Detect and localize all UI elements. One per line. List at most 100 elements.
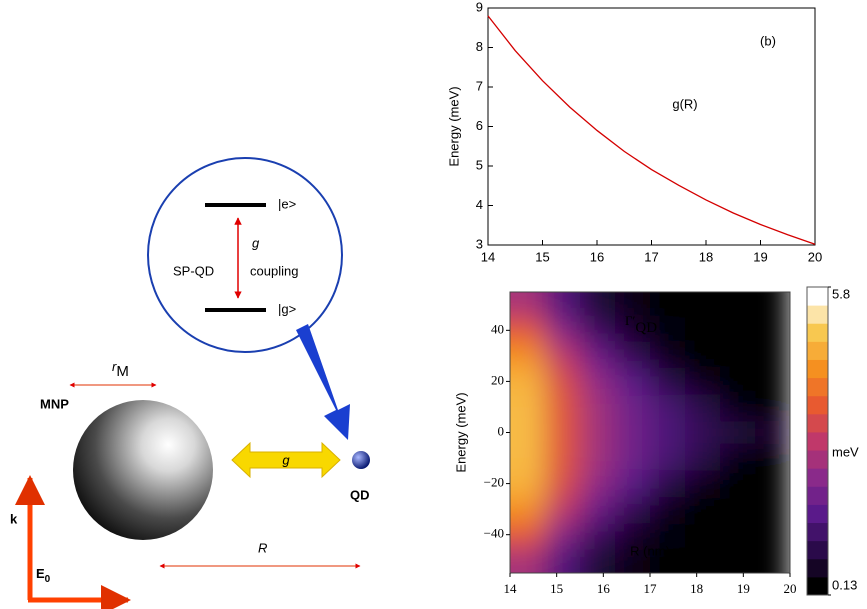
heat-cell xyxy=(685,317,721,345)
heat-cell xyxy=(720,547,756,573)
heat-cell xyxy=(510,521,546,549)
heat-cell xyxy=(685,368,721,396)
x-tick-label: 16 xyxy=(590,249,604,264)
heat-cell xyxy=(615,394,651,421)
colorbar-band xyxy=(807,558,828,578)
colorbar-band xyxy=(807,522,828,542)
heat-cell xyxy=(615,317,651,345)
mnp-sphere xyxy=(73,400,213,540)
panel-label: (b) xyxy=(760,33,776,48)
heat-cell xyxy=(580,470,616,498)
colorbar-band xyxy=(807,305,828,324)
colorbar-band xyxy=(807,431,828,451)
heat-cell xyxy=(545,445,581,472)
heat-cell xyxy=(720,368,756,396)
heat-cell xyxy=(580,292,616,319)
panel-label: (c) xyxy=(730,317,745,332)
heat-cell xyxy=(510,496,546,523)
heat-cell xyxy=(755,470,790,498)
y-tick-label: 40 xyxy=(491,321,504,336)
radius-symbol: r xyxy=(112,359,117,374)
g-arrow-label: g xyxy=(282,452,290,467)
heat-cell xyxy=(580,419,616,447)
x-tick-label: 17 xyxy=(644,581,658,596)
radius-label: rM xyxy=(112,359,129,380)
heat-cell xyxy=(650,419,686,447)
colorbar-unit: meV xyxy=(832,444,859,459)
x-tick-label: 17 xyxy=(644,249,658,264)
x-axis-label: R (nm) xyxy=(630,543,670,558)
heat-cell xyxy=(615,445,651,472)
heat-cell xyxy=(755,445,790,472)
heat-cell xyxy=(615,496,651,523)
y-tick-label: 0 xyxy=(498,423,505,438)
colorbar-band xyxy=(807,323,828,342)
gamma-symbol: Γ′ xyxy=(625,313,636,328)
mnp-label: MNP xyxy=(40,396,69,411)
curve-label: g(R) xyxy=(672,96,697,111)
heat-cell xyxy=(685,445,721,472)
heat-cell xyxy=(545,496,581,523)
x-tick-label: 16 xyxy=(597,581,611,596)
x-tick-label: 15 xyxy=(550,581,563,596)
x-tick-label: 15 xyxy=(535,249,549,264)
y-axis-label: Energy (meV) xyxy=(453,392,468,472)
heat-cell xyxy=(510,547,546,573)
y-tick-label: 6 xyxy=(476,118,483,133)
heat-cell xyxy=(510,445,546,472)
y-tick-label: −20 xyxy=(484,475,504,490)
heat-cell xyxy=(650,547,686,573)
heat-cell xyxy=(720,470,756,498)
y-tick-label: 9 xyxy=(476,0,483,14)
heat-cell xyxy=(510,394,546,421)
colorbar-band xyxy=(807,413,828,433)
heat-cell xyxy=(755,368,790,396)
heat-cell xyxy=(720,343,756,370)
heat-cell xyxy=(755,521,790,549)
heat-cell xyxy=(720,394,756,421)
x-tick-label: 18 xyxy=(690,581,703,596)
heat-cell xyxy=(720,445,756,472)
heat-cell xyxy=(580,368,616,396)
heat-cell xyxy=(755,419,790,447)
heat-cell xyxy=(545,317,581,345)
heat-cell xyxy=(685,547,721,573)
x-tick-label: 19 xyxy=(737,581,750,596)
heatmap xyxy=(510,292,790,573)
colorbar-band xyxy=(807,486,828,505)
x-tick-label: 14 xyxy=(504,581,518,596)
heat-cell xyxy=(755,547,790,573)
x-tick-label: 20 xyxy=(784,581,797,596)
heat-cell xyxy=(545,343,581,370)
colorbar-band xyxy=(807,468,828,487)
heat-cell xyxy=(650,521,686,549)
gamma-sub: QD xyxy=(635,320,657,336)
x-tick-label: 18 xyxy=(699,249,713,264)
colorbar-band xyxy=(807,504,828,524)
heat-cell xyxy=(545,470,581,498)
heat-cell xyxy=(510,419,546,447)
zoom-arrow xyxy=(296,324,350,440)
heat-cell xyxy=(650,496,686,523)
heat-cell xyxy=(650,445,686,472)
heat-cell xyxy=(650,292,686,319)
coupling-label: coupling xyxy=(250,263,298,278)
schematic: |e> |g> g SP-QD coupling rM MNP g QD R k… xyxy=(10,157,370,609)
y-tick-label: 8 xyxy=(476,39,483,54)
heatmap-cells xyxy=(510,292,790,573)
heat-cell xyxy=(650,368,686,396)
heat-cell xyxy=(580,496,616,523)
y-tick-label: 4 xyxy=(476,197,483,212)
heat-cell xyxy=(510,317,546,345)
heat-cell xyxy=(545,419,581,447)
y-tick-label: 3 xyxy=(476,236,483,251)
heat-cell xyxy=(580,394,616,421)
colorbar-band xyxy=(807,377,828,397)
x-tick-label: 19 xyxy=(753,249,767,264)
heat-cell xyxy=(685,470,721,498)
heat-cell xyxy=(685,394,721,421)
colorbar-frame xyxy=(806,286,829,596)
heat-cell xyxy=(510,368,546,396)
heat-cell xyxy=(510,292,546,319)
heat-cell xyxy=(685,521,721,549)
